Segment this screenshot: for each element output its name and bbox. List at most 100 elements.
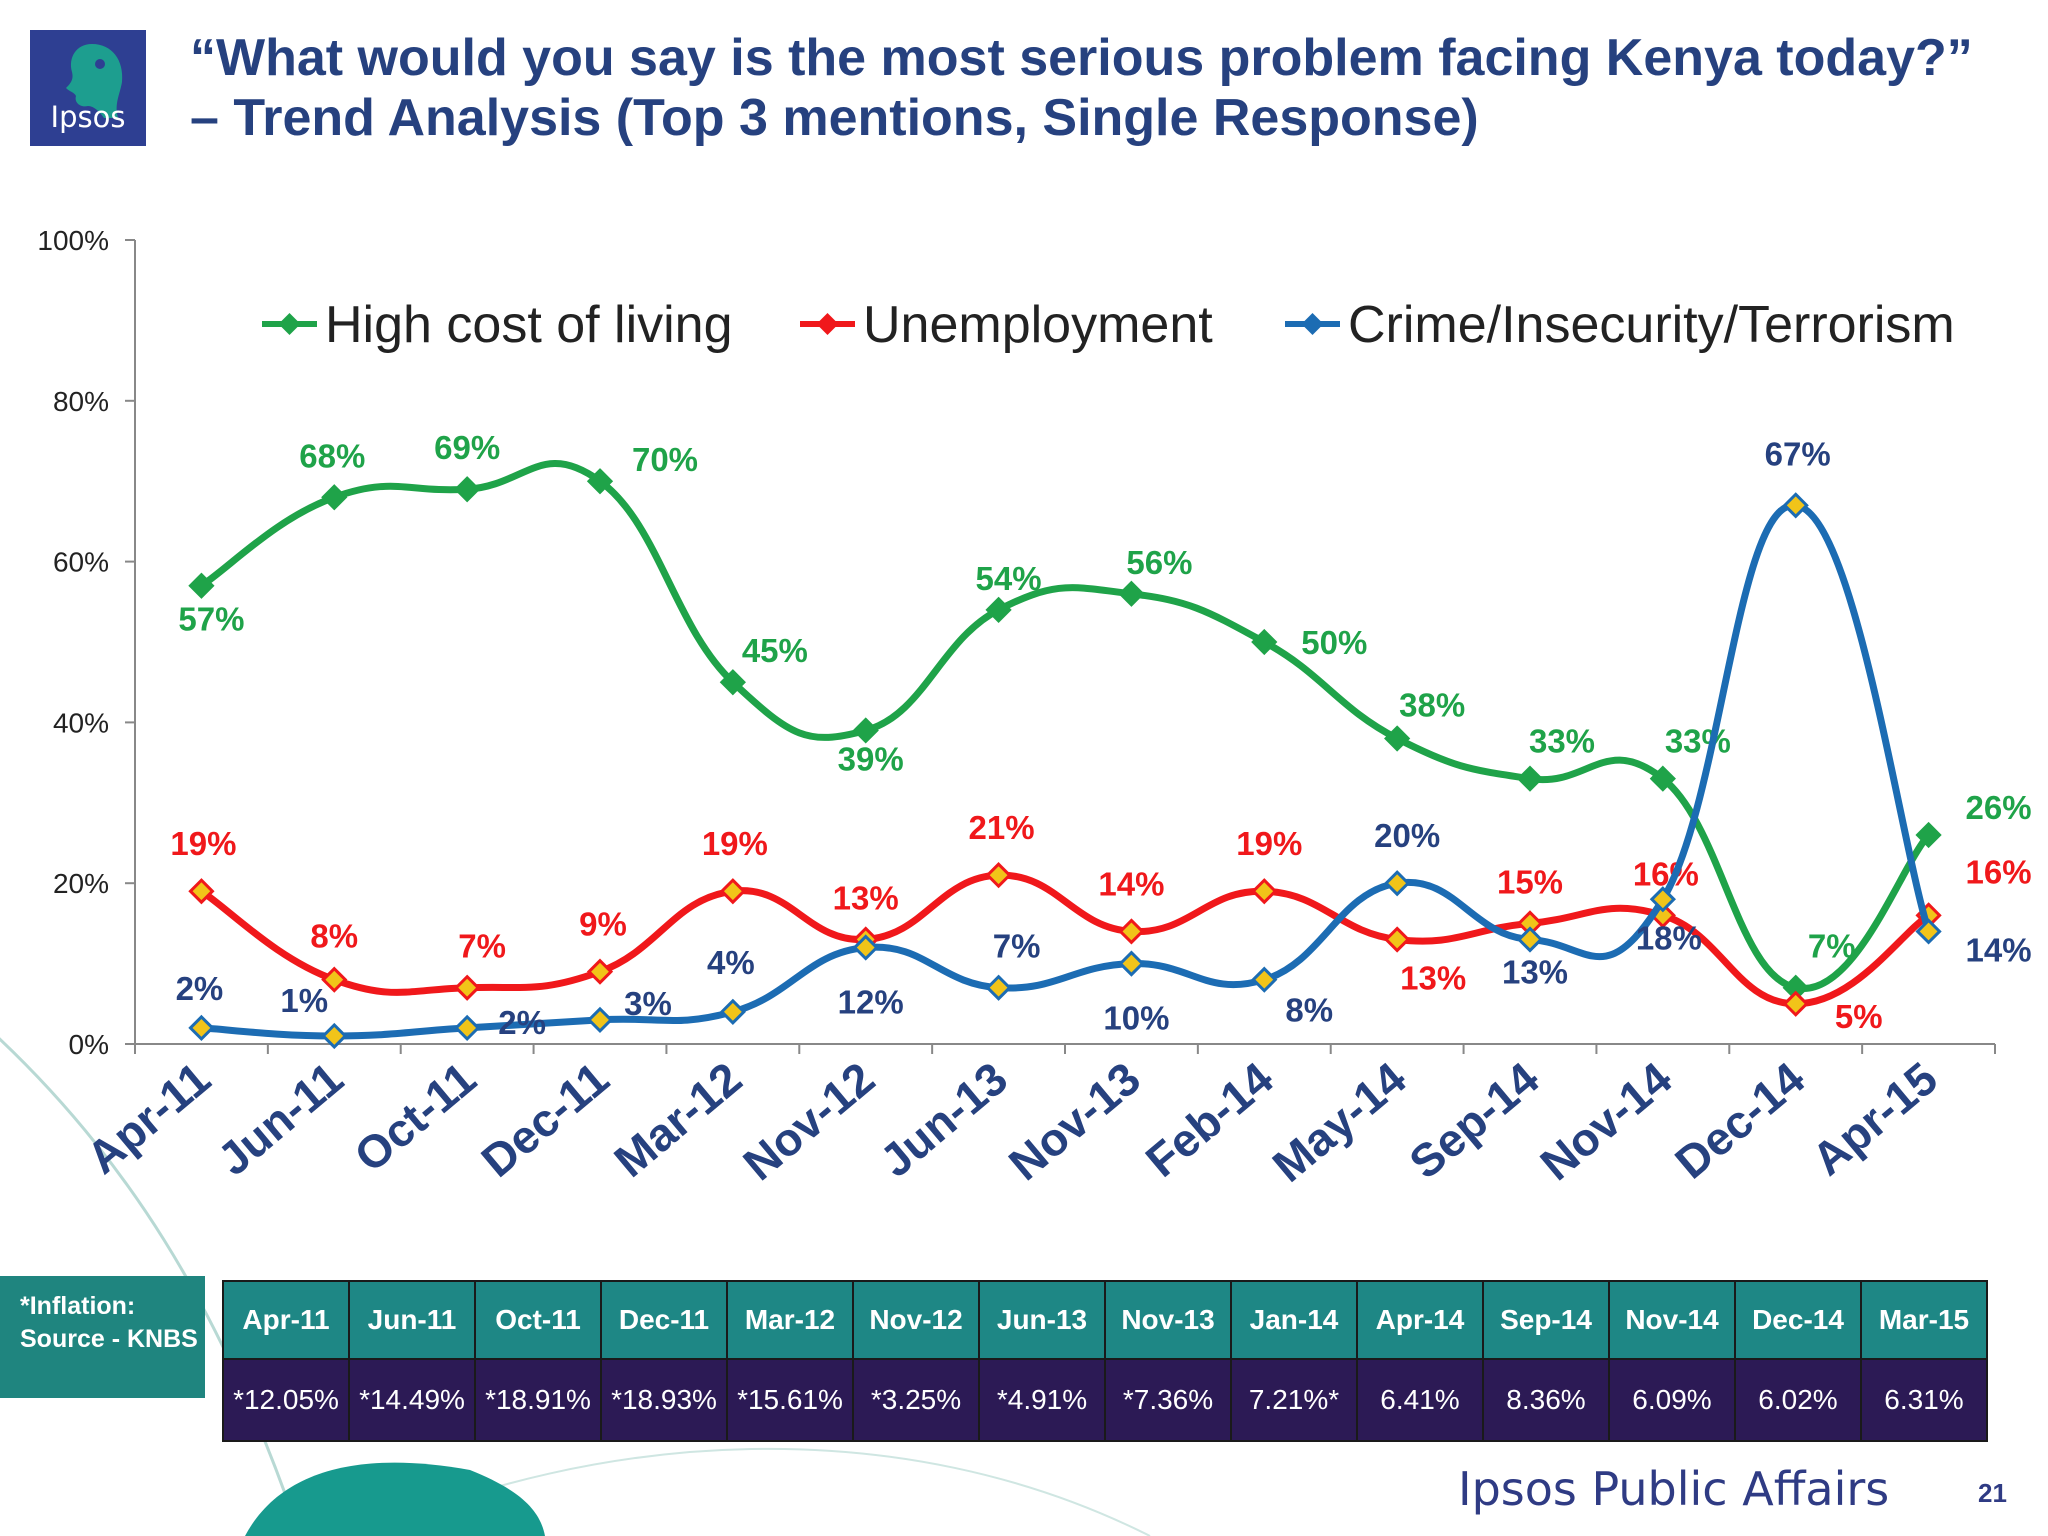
unemployment-data-label: 21% <box>969 809 1035 846</box>
face-silhouette-icon <box>66 44 123 118</box>
x-tick-label: Dec-14 <box>1665 1052 1814 1189</box>
hcl-data-point <box>1516 765 1544 792</box>
inflation-month-cell: Apr-14 <box>1356 1280 1484 1360</box>
x-tick-label: Jun-11 <box>208 1052 353 1186</box>
crime-data-label: 7% <box>993 928 1041 965</box>
inflation-month-cell: Mar-15 <box>1860 1280 1988 1360</box>
y-tick-label: 40% <box>53 707 109 738</box>
inflation-value-cell: 6.41% <box>1356 1358 1484 1442</box>
logo-text: Ipsos <box>50 100 126 134</box>
inflation-value-cell: 6.02% <box>1734 1358 1862 1442</box>
crime-data-label: 4% <box>707 944 755 981</box>
crime-data-label: 14% <box>1966 931 2032 968</box>
y-tick-label: 20% <box>53 868 109 899</box>
trend-line-chart: 0%20%40%60%80%100%Apr-11Jun-11Oct-11Dec-… <box>37 225 2032 1192</box>
hcl-data-point <box>1251 628 1278 656</box>
inflation-month-cell: Apr-11 <box>222 1280 350 1360</box>
hcl-data-point <box>188 572 215 599</box>
inflation-month-cell: Nov-13 <box>1104 1280 1232 1360</box>
legend-label: High cost of living <box>325 296 733 354</box>
inflation-month-cell: Nov-14 <box>1608 1280 1736 1360</box>
hcl-data-label: 39% <box>838 740 904 777</box>
x-tick-label: Nov-14 <box>1530 1052 1681 1191</box>
inflation-value-cell: *18.93% <box>600 1358 728 1442</box>
hcl-data-label: 50% <box>1301 624 1367 661</box>
unemployment-data-point <box>1384 926 1411 953</box>
unemployment-data-label: 19% <box>702 825 768 862</box>
crime-data-point <box>188 1014 215 1042</box>
crime-data-label: 18% <box>1636 919 1702 956</box>
crime-data-point <box>1118 950 1145 977</box>
unemployment-data-label: 5% <box>1835 998 1883 1035</box>
unemployment-data-label: 16% <box>1966 853 2032 890</box>
crime-data-label: 10% <box>1103 1000 1169 1037</box>
crime-data-label: 12% <box>838 984 904 1021</box>
hcl-data-point <box>719 669 746 696</box>
unemployment-data-label: 7% <box>458 928 506 965</box>
unemployment-data-point <box>321 966 348 993</box>
inflation-values-row: *12.05% *14.49% *18.91% *18.93% *15.61% *3.25… <box>222 1358 1988 1442</box>
unemployment-data-label: 16% <box>1633 855 1699 892</box>
y-tick-label: 100% <box>37 225 109 256</box>
inflation-months-row: Apr-11 Jun-11 Oct-11 Dec-11 Mar-12 Nov-12 Jun-… <box>222 1280 1988 1360</box>
x-tick-label: Jun-13 <box>870 1052 1017 1187</box>
inflation-value-cell: *3.25% <box>852 1358 980 1442</box>
x-tick-label: Nov-12 <box>733 1052 884 1190</box>
hcl-data-label: 69% <box>434 429 500 466</box>
x-tick-label: Mar-12 <box>604 1052 751 1187</box>
crime-data-label: 1% <box>280 982 328 1019</box>
inflation-month-cell: Jan-14 <box>1230 1280 1358 1360</box>
x-tick-label: Sep-14 <box>1399 1052 1548 1189</box>
inflation-value-cell: *4.91% <box>978 1358 1106 1442</box>
unemployment-data-point <box>188 878 215 905</box>
x-tick-label: Apr-11 <box>77 1052 220 1184</box>
inflation-month-cell: Sep-14 <box>1482 1280 1610 1360</box>
inflation-label: *Inflation: Source - KNBS <box>0 1276 205 1398</box>
hcl-series-line <box>199 460 1932 992</box>
unemployment-data-label: 8% <box>310 918 358 955</box>
y-tick-label: 60% <box>53 547 109 578</box>
legend-label: Crime/Insecurity/Terrorism <box>1348 296 1955 354</box>
inflation-table: Apr-11 Jun-11 Oct-11 Dec-11 Mar-12 Nov-12 Jun-… <box>222 1280 1988 1442</box>
crime-data-label: 67% <box>1765 435 1831 472</box>
crime-data-point <box>1915 918 1942 945</box>
hcl-data-label: 45% <box>742 632 808 669</box>
y-tick-label: 0% <box>69 1029 109 1060</box>
crime-data-label: 3% <box>624 985 672 1022</box>
footer-brand: Ipsos Public Affairs <box>1458 1462 1890 1516</box>
hcl-data-label: 68% <box>299 437 365 474</box>
inflation-month-cell: Dec-11 <box>600 1280 728 1360</box>
hcl-data-label: 26% <box>1966 789 2032 826</box>
inflation-month-cell: Oct-11 <box>474 1280 602 1360</box>
inflation-month-cell: Dec-14 <box>1734 1280 1862 1360</box>
inflation-value-cell: 8.36% <box>1482 1358 1610 1442</box>
hcl-data-label: 33% <box>1665 723 1731 760</box>
inflation-value-cell: *15.61% <box>726 1358 854 1442</box>
hcl-data-point <box>454 476 481 503</box>
hcl-data-point <box>1915 821 1942 849</box>
crime-data-label: 8% <box>1285 992 1333 1029</box>
unemployment-data-label: 15% <box>1497 863 1563 900</box>
inflation-month-cell: Nov-12 <box>852 1280 980 1360</box>
unemployment-data-label: 19% <box>1236 825 1302 862</box>
hcl-data-point <box>1384 725 1411 752</box>
crime-data-point <box>1649 886 1676 913</box>
x-tick-label: May-14 <box>1263 1052 1416 1192</box>
inflation-month-cell: Jun-13 <box>978 1280 1106 1360</box>
inflation-value-cell: *12.05% <box>222 1358 350 1442</box>
crime-data-point <box>1384 870 1411 897</box>
hcl-data-point <box>852 717 879 744</box>
hcl-data-point <box>1649 765 1676 792</box>
ipsos-logo: Ipsos <box>30 30 146 146</box>
unemployment-data-point <box>454 974 481 1001</box>
page-number: 21 <box>1978 1478 2007 1508</box>
x-tick-label: Apr-15 <box>1802 1052 1947 1186</box>
hcl-data-label: 7% <box>1808 928 1856 965</box>
crime-data-label: 2% <box>176 970 224 1007</box>
crime-data-point <box>321 1022 348 1050</box>
legend-swatch-marker <box>1301 313 1324 335</box>
unemployment-data-point <box>1782 990 1809 1017</box>
crime-data-point <box>454 1014 481 1042</box>
hcl-data-point <box>321 484 348 511</box>
